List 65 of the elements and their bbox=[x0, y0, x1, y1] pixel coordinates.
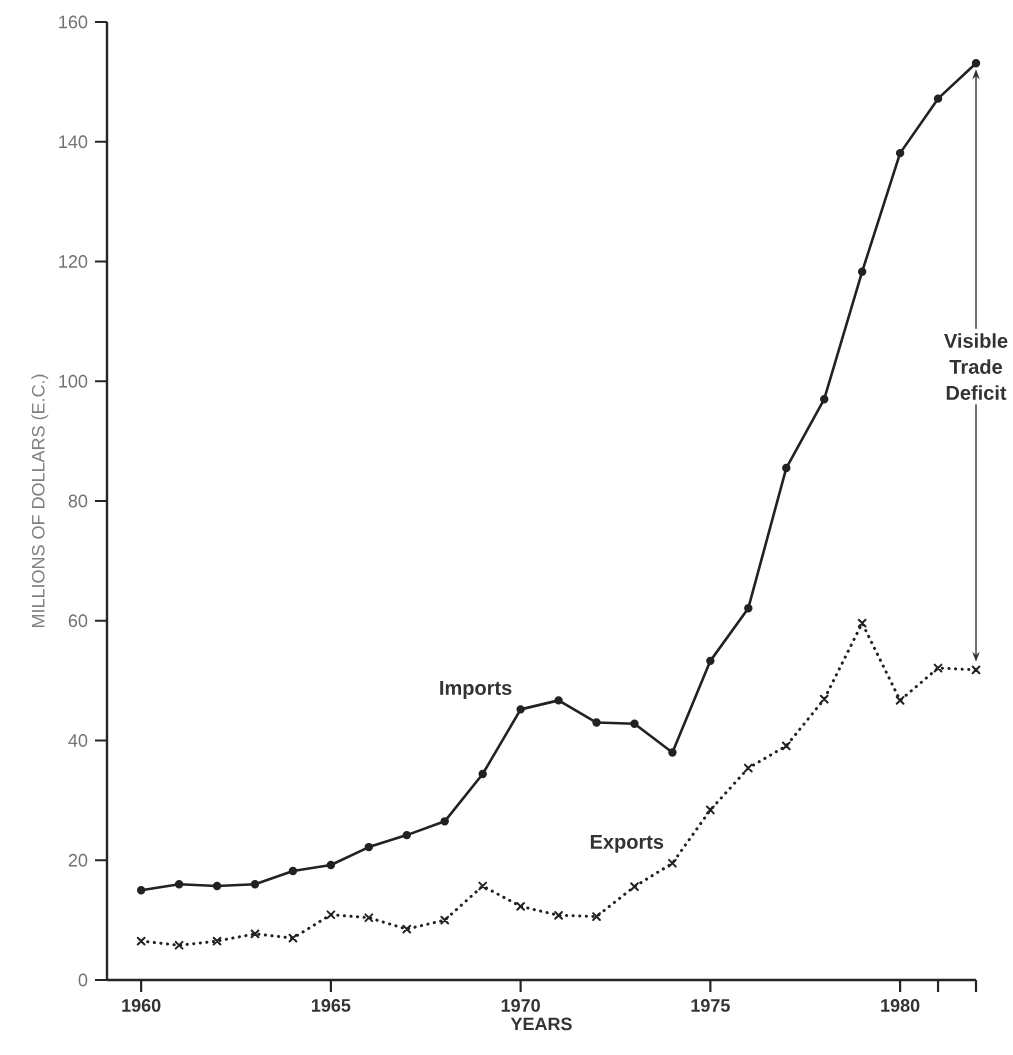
x-tick-label: 1965 bbox=[312, 999, 351, 1012]
point bbox=[668, 858, 677, 868]
point bbox=[326, 910, 336, 920]
point bbox=[288, 933, 298, 943]
y-tick-label: 60 bbox=[68, 614, 88, 628]
point bbox=[820, 395, 829, 404]
x-tick-label: 1970 bbox=[501, 999, 540, 1012]
point bbox=[630, 719, 639, 728]
point bbox=[743, 763, 753, 773]
point bbox=[478, 769, 487, 779]
point bbox=[288, 866, 298, 876]
point bbox=[364, 842, 374, 852]
point bbox=[782, 463, 791, 473]
point bbox=[971, 59, 981, 68]
y-tick-label: 0 bbox=[78, 973, 88, 987]
x-tick-label: 1975 bbox=[691, 999, 730, 1012]
y-tick-label: 80 bbox=[68, 494, 88, 508]
point bbox=[174, 880, 184, 889]
point bbox=[971, 665, 981, 675]
x-tick-label: 1960 bbox=[122, 999, 161, 1012]
point bbox=[857, 618, 867, 628]
y-axis-title: MILLIONS OF DOLLARS (E.C.) bbox=[31, 374, 49, 628]
point bbox=[212, 881, 222, 891]
point bbox=[250, 929, 260, 939]
point bbox=[895, 148, 905, 158]
point bbox=[933, 663, 943, 673]
point bbox=[592, 912, 601, 921]
point bbox=[706, 656, 715, 666]
point bbox=[326, 860, 336, 870]
point bbox=[668, 748, 677, 757]
point bbox=[440, 817, 449, 826]
y-tick-label: 160 bbox=[59, 15, 88, 29]
point bbox=[136, 936, 146, 946]
point bbox=[212, 936, 222, 946]
series-label: Exports bbox=[590, 834, 664, 853]
y-tick-label: 20 bbox=[68, 853, 88, 867]
y-tick-label: 140 bbox=[59, 135, 88, 149]
annotation: Visible Trade Deficit bbox=[944, 333, 1008, 400]
point bbox=[819, 694, 829, 704]
point bbox=[705, 805, 715, 815]
point bbox=[440, 915, 450, 925]
series-label: Imports bbox=[440, 681, 512, 699]
point bbox=[592, 718, 601, 727]
point bbox=[554, 910, 563, 920]
y-tick-label: 40 bbox=[68, 734, 88, 747]
point bbox=[933, 94, 943, 103]
y-tick-label: 100 bbox=[59, 374, 88, 388]
y-tick-label: 120 bbox=[59, 255, 88, 268]
point bbox=[250, 880, 260, 889]
point bbox=[136, 885, 146, 895]
x-axis-title: YEARS bbox=[510, 1017, 572, 1031]
point bbox=[630, 882, 639, 891]
point bbox=[516, 901, 526, 911]
point bbox=[895, 695, 905, 705]
point bbox=[744, 603, 753, 613]
point bbox=[402, 830, 411, 840]
point bbox=[174, 940, 184, 950]
point bbox=[857, 267, 867, 276]
point bbox=[402, 924, 412, 934]
point bbox=[516, 705, 525, 714]
point bbox=[554, 696, 563, 705]
point bbox=[781, 741, 791, 751]
point bbox=[364, 913, 374, 923]
x-tick-label: 1980 bbox=[881, 999, 920, 1012]
point bbox=[478, 881, 488, 891]
